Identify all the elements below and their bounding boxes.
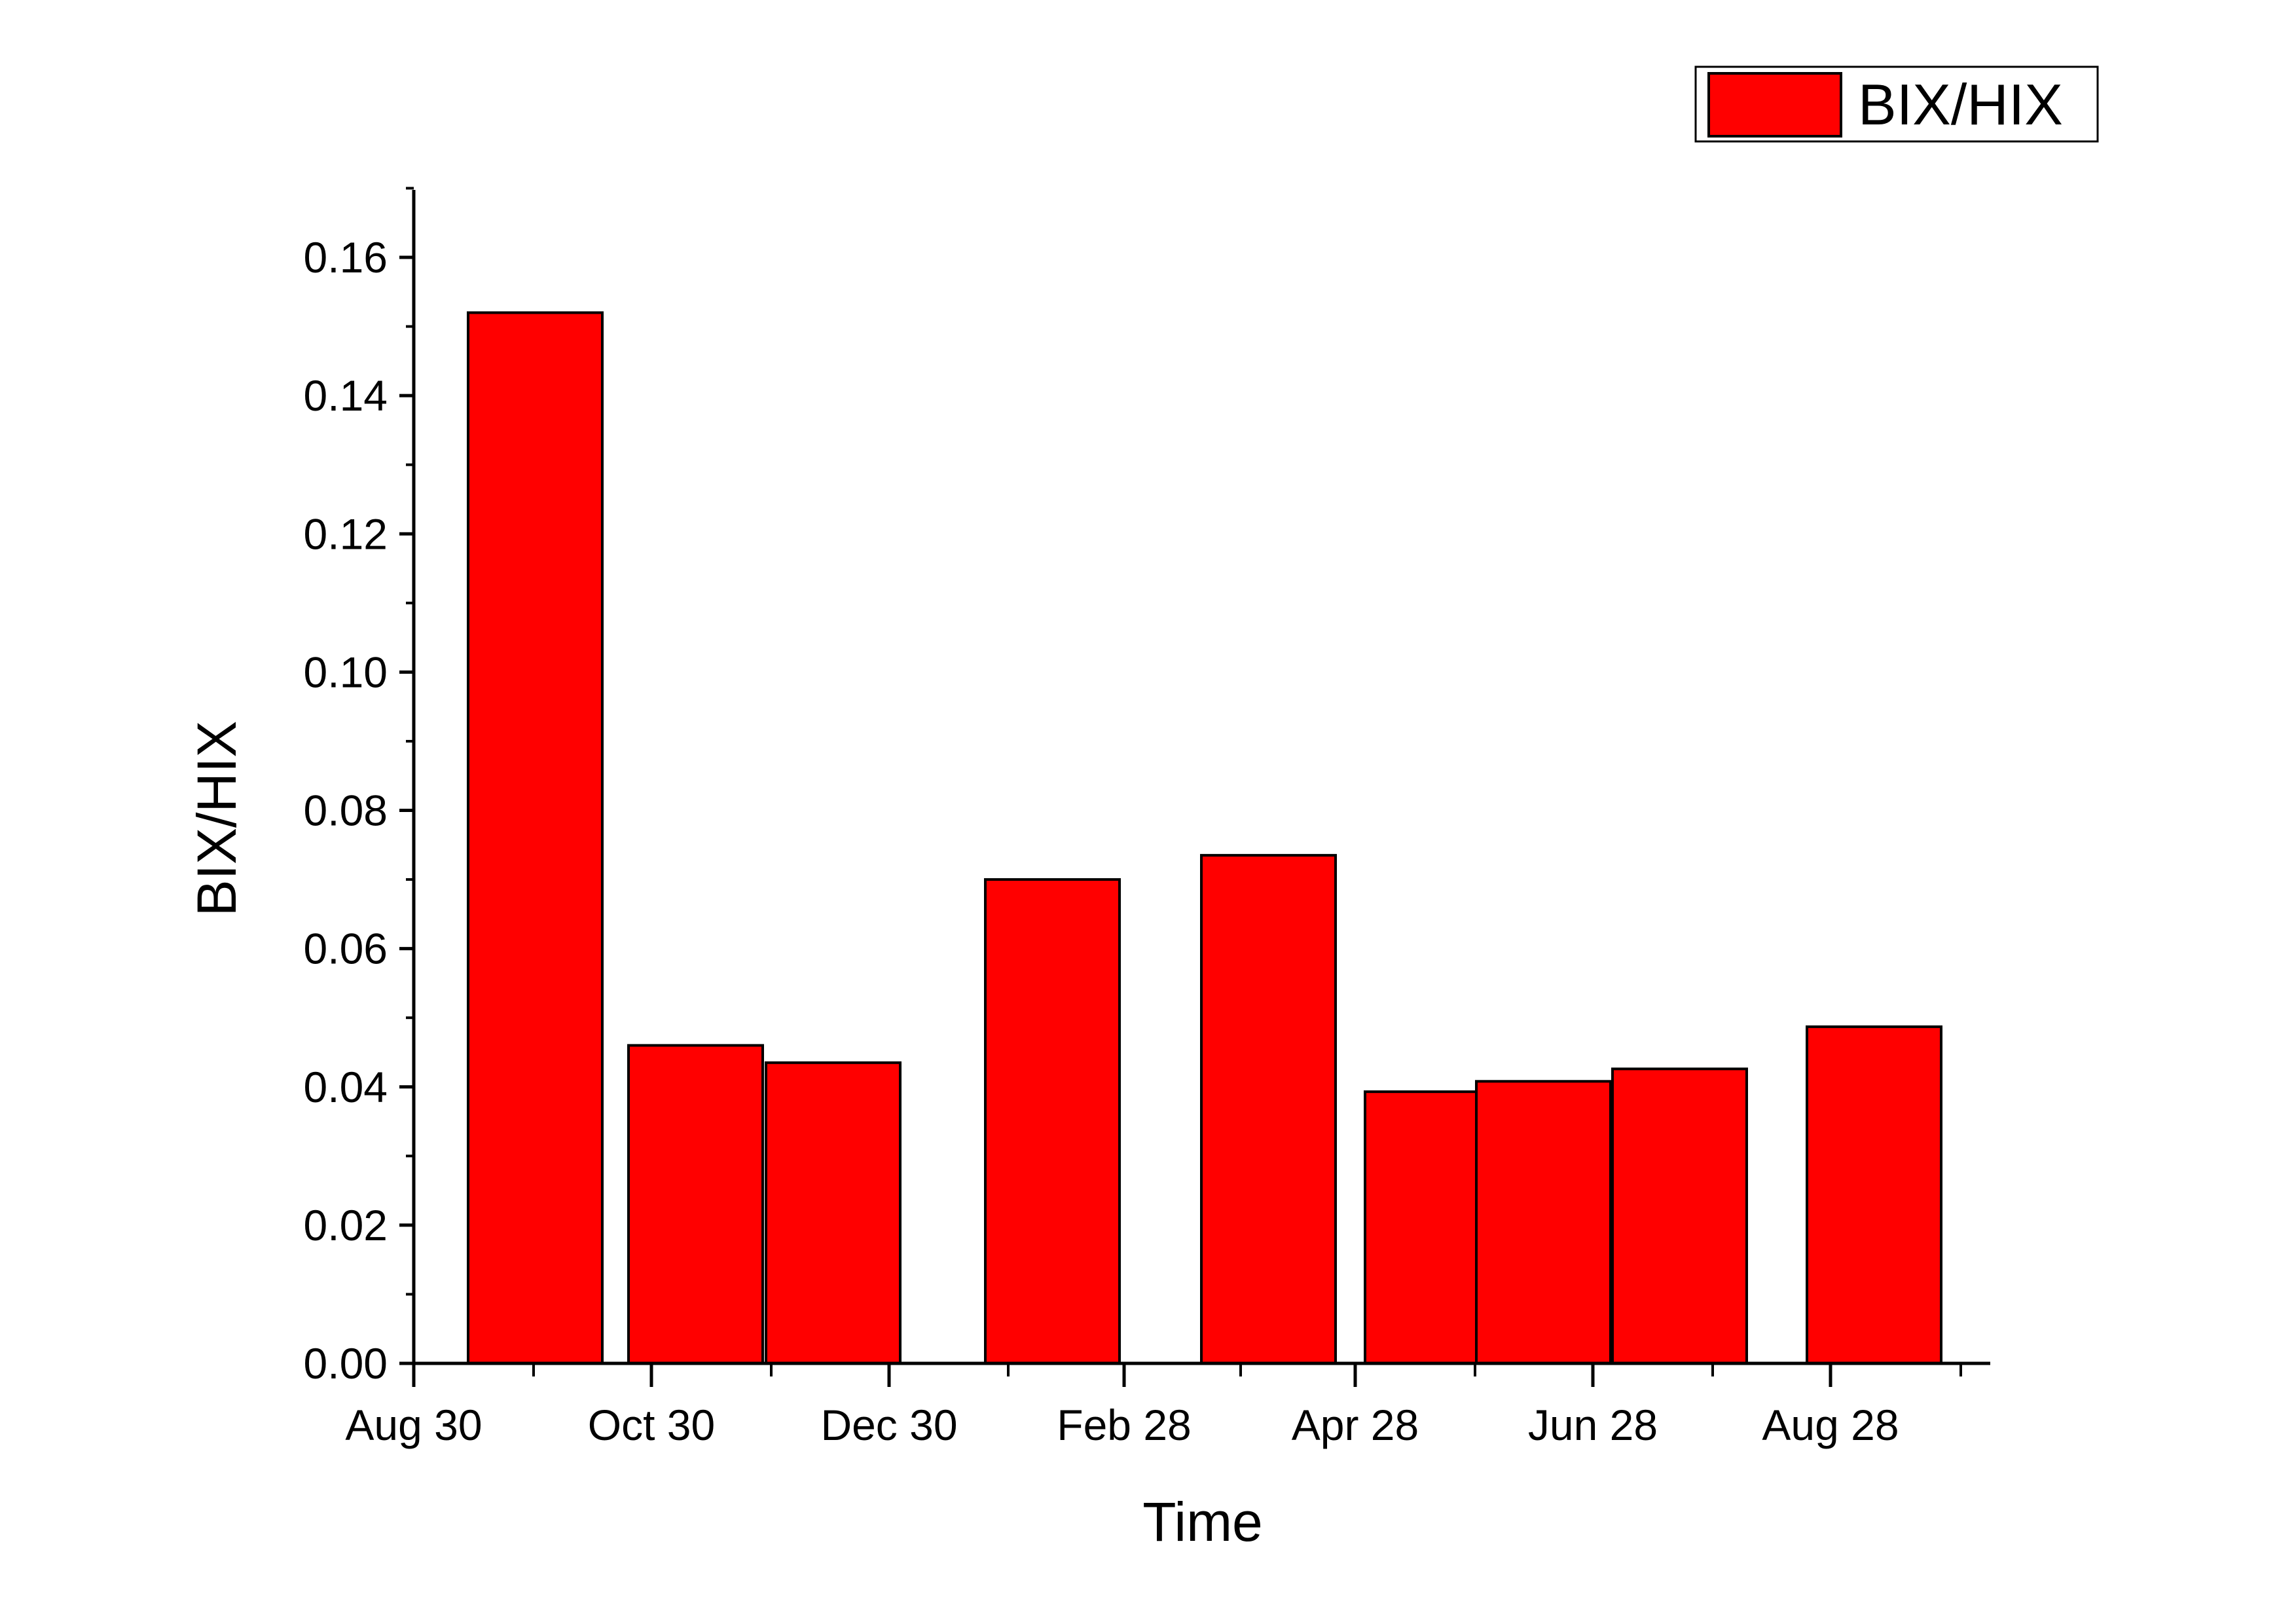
y-tick-label: 0.02 [304,1201,388,1249]
y-tick-label: 0.16 [304,233,388,282]
x-tick-label: Oct 30 [588,1401,715,1449]
bar [765,1061,902,1365]
x-axis: Aug 30 Oct 30 Dec 30 Feb 28 Apr 28 Jun 28 Aug … [345,1361,1990,1449]
legend-swatch [1707,72,1842,138]
legend-label: BIX/HIX [1858,72,2063,137]
y-tick-label: 0.14 [304,371,388,420]
bar [984,878,1121,1365]
bar [1806,1025,1942,1365]
bar [1200,854,1337,1365]
bars-group [467,311,1942,1365]
y-tick-label: 0.06 [304,925,388,973]
y-axis-title: BIX/HIX [186,721,247,917]
x-tick-label: Aug 28 [1762,1401,1899,1449]
y-tick-label: 0.04 [304,1063,388,1111]
y-tick-label: 0.10 [304,648,388,696]
y-axis: 0.00 0.02 0.04 0.06 0.08 0.10 0.12 0.14 0.16 [304,187,416,1388]
y-tick-label: 0.00 [304,1339,388,1388]
y-tick-label: 0.08 [304,786,388,835]
bar [627,1044,764,1365]
legend: BIX/HIX [1694,65,2099,143]
bar [467,311,604,1365]
x-tick-label: Apr 28 [1292,1401,1419,1449]
x-tick-label: Dec 30 [820,1401,957,1449]
x-tick-label: Feb 28 [1057,1401,1191,1449]
y-tick-label: 0.12 [304,509,388,558]
bar [1475,1080,1612,1365]
x-tick-label: Jun 28 [1528,1401,1658,1449]
bar [1611,1067,1748,1365]
x-axis-title: Time [1142,1491,1263,1553]
x-tick-label: Aug 30 [345,1401,482,1449]
